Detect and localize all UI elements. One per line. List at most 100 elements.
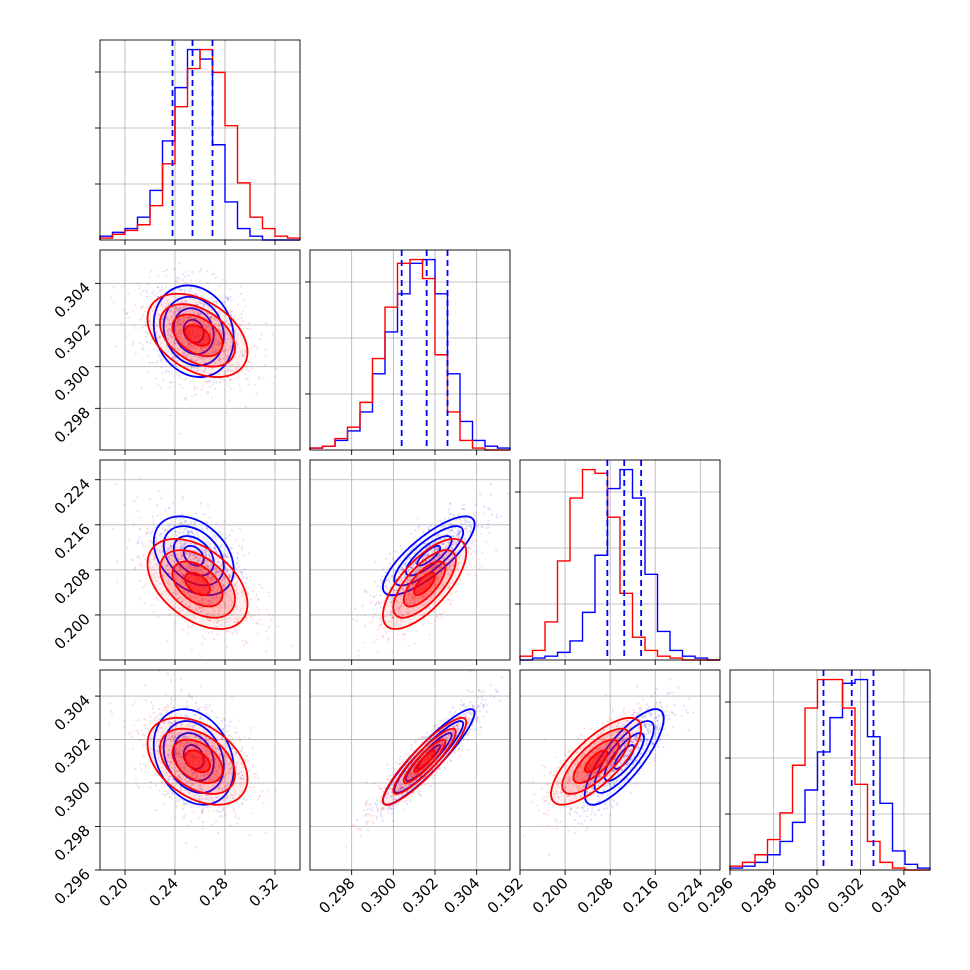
- scatter-point: [180, 777, 183, 780]
- scatter-point: [208, 553, 211, 557]
- scatter-point: [172, 342, 175, 345]
- scatter-point: [483, 505, 486, 508]
- scatter-point: [203, 316, 206, 319]
- histogram-red-4: [729, 678, 930, 871]
- scatter-point: [469, 553, 472, 556]
- scatter-point: [223, 350, 227, 353]
- panel-content: [108, 670, 300, 849]
- scatter-point: [420, 572, 423, 576]
- scatter-point: [173, 339, 176, 342]
- scatter-point: [200, 811, 204, 815]
- scatter-point: [206, 312, 209, 315]
- scatter-point: [211, 588, 214, 592]
- scatter-point: [154, 571, 158, 575]
- scatter-point: [258, 377, 261, 380]
- scatter-point: [196, 559, 199, 563]
- scatter-point: [158, 489, 161, 493]
- scatter-point: [219, 564, 222, 568]
- scatter-point: [152, 361, 155, 364]
- scatter-point: [210, 709, 213, 712]
- scatter-point: [177, 308, 180, 311]
- scatter-point: [197, 370, 200, 373]
- scatter-point: [169, 543, 172, 547]
- scatter-point: [213, 546, 216, 550]
- scatter-point: [197, 707, 200, 710]
- scatter-point: [407, 592, 410, 596]
- scatter-point: [457, 514, 460, 517]
- scatter-point: [241, 591, 244, 594]
- scatter-point: [173, 816, 176, 819]
- scatter-point: [179, 754, 182, 758]
- scatter-point: [229, 378, 232, 382]
- scatter-point: [244, 378, 248, 381]
- scatter-point: [201, 717, 204, 721]
- scatter-point: [236, 557, 239, 560]
- scatter-point: [219, 597, 222, 600]
- scatter-point: [204, 776, 207, 779]
- scatter-point: [156, 504, 159, 507]
- scatter-point: [215, 618, 218, 621]
- scatter-point: [174, 328, 177, 331]
- scatter-point: [243, 735, 246, 738]
- scatter-point: [186, 716, 190, 719]
- scatter-point: [398, 608, 401, 611]
- scatter-point: [236, 597, 239, 600]
- scatter-point: [459, 517, 462, 520]
- scatter-point: [168, 310, 172, 313]
- scatter-point: [407, 579, 410, 582]
- scatter-point: [194, 567, 197, 570]
- scatter-point: [181, 553, 184, 556]
- scatter-point: [448, 528, 451, 531]
- scatter-point: [149, 737, 152, 740]
- scatter-point: [183, 543, 186, 546]
- scatter-point: [437, 617, 440, 620]
- scatter-point: [212, 586, 215, 589]
- scatter-point: [149, 319, 152, 322]
- scatter-point: [447, 567, 451, 570]
- scatter-point: [171, 766, 174, 770]
- scatter-point: [450, 522, 453, 525]
- scatter-point: [433, 600, 436, 603]
- scatter-point: [436, 547, 439, 550]
- scatter-point: [178, 295, 181, 298]
- scatter-point: [436, 555, 439, 558]
- scatter-point: [202, 773, 205, 777]
- scatter-point: [212, 637, 215, 641]
- scatter-point: [391, 615, 394, 618]
- scatter-point: [209, 592, 212, 595]
- scatter-point: [232, 610, 235, 613]
- scatter-point: [186, 770, 189, 774]
- scatter-point: [233, 628, 237, 631]
- scatter-point: [143, 545, 146, 548]
- scatter-point: [173, 356, 176, 359]
- scatter-point: [473, 514, 476, 517]
- scatter-point: [235, 581, 238, 585]
- scatter-point: [167, 333, 170, 336]
- scatter-point: [138, 284, 141, 287]
- scatter-point: [181, 555, 184, 558]
- scatter-point: [190, 649, 193, 652]
- scatter-point: [240, 313, 243, 316]
- scatter-point: [164, 706, 167, 709]
- scatter-point: [226, 745, 229, 748]
- scatter-point: [229, 547, 233, 550]
- scatter-point: [160, 497, 163, 500]
- scatter-point: [400, 595, 403, 598]
- scatter-point: [169, 322, 172, 326]
- scatter-point: [180, 557, 183, 561]
- scatter-point: [397, 601, 400, 604]
- scatter-point: [195, 359, 198, 362]
- scatter-point: [244, 581, 247, 584]
- scatter-point: [155, 536, 158, 539]
- scatter-point: [450, 579, 453, 582]
- scatter-point: [194, 317, 197, 320]
- scatter-point: [194, 350, 197, 353]
- scatter-point: [185, 397, 188, 400]
- scatter-point: [161, 745, 164, 748]
- scatter-point: [166, 554, 169, 558]
- scatter-point: [142, 554, 145, 558]
- scatter-point: [257, 598, 260, 601]
- scatter-point: [214, 349, 218, 352]
- scatter-point: [222, 349, 225, 352]
- scatter-point: [167, 337, 170, 340]
